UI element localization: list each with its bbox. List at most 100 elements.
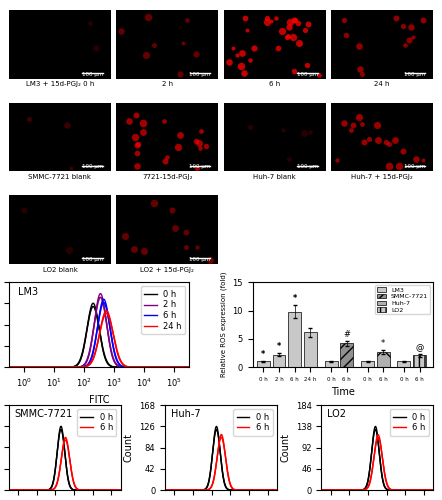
X-axis label: FITC: FITC	[89, 395, 109, 405]
Point	[151, 41, 158, 49]
Point	[263, 18, 271, 25]
Point	[121, 232, 128, 239]
Legend: 0 h, 2 h, 6 h, 24 h: 0 h, 2 h, 6 h, 24 h	[141, 286, 185, 334]
Text: #: #	[343, 330, 351, 339]
Point	[279, 126, 286, 134]
Text: 100 μm: 100 μm	[82, 164, 103, 169]
Point	[383, 138, 390, 146]
Point	[195, 140, 202, 147]
Text: A: A	[13, 12, 24, 26]
Point	[406, 36, 413, 44]
Point	[192, 138, 199, 145]
Point	[246, 123, 253, 131]
Y-axis label: Count: Count	[124, 433, 134, 462]
Text: 100 μm: 100 μm	[82, 72, 103, 76]
X-axis label: 2 h: 2 h	[162, 82, 173, 87]
Point	[402, 42, 409, 50]
Point	[183, 242, 190, 250]
Point	[361, 138, 368, 145]
Bar	[340, 344, 353, 367]
X-axis label: Huh-7 blank: Huh-7 blank	[253, 174, 296, 180]
Point	[340, 16, 347, 24]
Point	[274, 44, 282, 52]
Point	[290, 67, 297, 75]
Point	[392, 14, 400, 22]
Point	[241, 14, 248, 22]
Point	[133, 141, 141, 149]
Text: 100 μm: 100 μm	[404, 72, 425, 76]
Point	[306, 128, 313, 136]
X-axis label: SMMC-7721 blank: SMMC-7721 blank	[28, 174, 91, 180]
Point	[192, 50, 199, 58]
Point	[133, 162, 141, 170]
Point	[180, 39, 187, 47]
Point	[118, 27, 125, 35]
Text: 100 μm: 100 μm	[190, 164, 211, 169]
Point	[142, 52, 149, 60]
Bar	[397, 362, 410, 367]
Point	[141, 247, 148, 255]
Point	[279, 27, 286, 35]
Text: 100 μm: 100 μm	[297, 72, 318, 76]
Bar	[273, 354, 286, 367]
Point	[151, 198, 158, 206]
Point	[176, 70, 183, 78]
Point	[144, 13, 151, 21]
Legend: 0 h, 6 h: 0 h, 6 h	[233, 410, 273, 436]
Text: LM3: LM3	[18, 286, 38, 296]
Point	[183, 16, 190, 24]
Point	[161, 117, 168, 125]
Point	[272, 14, 279, 22]
Text: *: *	[293, 294, 297, 303]
Point	[400, 147, 407, 155]
Text: @: @	[415, 343, 424, 352]
Point	[295, 19, 302, 27]
Point	[126, 118, 133, 126]
Legend: LM3, SMMC-7721, Huh-7, LO2: LM3, SMMC-7721, Huh-7, LO2	[375, 286, 430, 314]
Point	[206, 256, 213, 264]
Point	[251, 44, 258, 52]
Point	[139, 128, 146, 136]
Point	[305, 20, 312, 28]
Point	[419, 16, 427, 24]
Point	[197, 127, 204, 135]
Point	[315, 71, 322, 79]
Point	[196, 144, 203, 152]
Point	[412, 155, 419, 163]
Text: LO2: LO2	[327, 410, 346, 420]
Y-axis label: Count: Count	[280, 433, 290, 462]
Point	[134, 140, 141, 148]
X-axis label: 7721-15d-PGJ₂: 7721-15d-PGJ₂	[142, 174, 193, 180]
Point	[176, 131, 183, 139]
Point	[392, 136, 399, 144]
Bar	[325, 362, 338, 367]
Point	[174, 144, 181, 152]
Point	[291, 16, 298, 24]
Point	[347, 126, 354, 134]
Point	[358, 120, 365, 128]
Point	[303, 60, 310, 68]
Point	[26, 114, 33, 122]
Point	[374, 122, 381, 130]
Point	[283, 33, 290, 41]
Point	[285, 32, 292, 40]
Point	[194, 244, 201, 252]
Point	[183, 228, 190, 236]
Point	[289, 34, 296, 42]
Point	[396, 162, 403, 170]
Text: B: B	[13, 284, 24, 298]
Point	[333, 156, 340, 164]
Legend: 0 h, 6 h: 0 h, 6 h	[77, 410, 116, 436]
Point	[92, 44, 99, 52]
Point	[286, 154, 293, 162]
Point	[400, 22, 407, 30]
Point	[172, 224, 179, 232]
Point	[240, 69, 247, 77]
Point	[295, 39, 302, 47]
Point	[237, 62, 244, 70]
Point	[409, 33, 416, 41]
Point	[355, 113, 362, 121]
Text: *: *	[381, 339, 385, 348]
X-axis label: LO2 + 15d-PGJ₂: LO2 + 15d-PGJ₂	[141, 266, 194, 272]
Point	[385, 162, 392, 170]
